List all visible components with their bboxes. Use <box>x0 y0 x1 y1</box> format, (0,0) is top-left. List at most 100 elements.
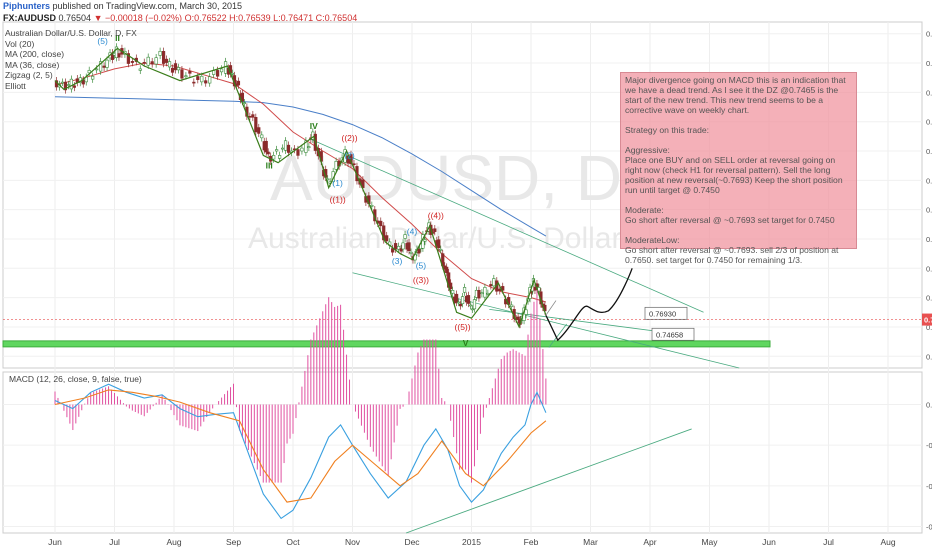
candle-body <box>91 75 95 80</box>
x-tick-label: 2015 <box>462 537 481 547</box>
signal-line[interactable] <box>54 389 547 503</box>
candle-body <box>60 81 65 84</box>
candle-body <box>278 155 282 159</box>
elliott-wave-label: (1) <box>332 178 343 188</box>
elliott-wave-label: ((3)) <box>413 275 429 285</box>
candle-body <box>216 70 220 77</box>
ma200-line[interactable] <box>54 96 547 237</box>
candle-body <box>409 251 413 254</box>
level-box-lower[interactable] <box>651 327 695 341</box>
candle-body <box>346 155 350 164</box>
candle-body <box>455 293 459 303</box>
candle-body <box>492 278 496 287</box>
x-tick-label: Sep <box>226 537 241 547</box>
macd-pane-frame <box>2 371 923 534</box>
divergence-trendline[interactable] <box>405 428 692 534</box>
candle-body <box>230 73 235 75</box>
candle-body <box>401 242 405 250</box>
candle-body <box>251 114 255 118</box>
candle-body <box>296 149 300 156</box>
elliott-wave-label: IV <box>310 121 318 131</box>
candle-body <box>208 76 212 84</box>
x-tick-label: May <box>701 537 718 547</box>
x-tick-label: Mar <box>583 537 598 547</box>
published-text: published on TradingView.com, March 30, … <box>52 1 242 11</box>
x-tick-label: Feb <box>524 537 539 547</box>
candle-body <box>283 140 288 151</box>
x-tick-label: Dec <box>404 537 420 547</box>
ohlc-values: O:0.76522 H:0.76539 L:0.76471 C:0.76504 <box>184 13 358 23</box>
note-paragraph: ModerateLow: Go short after reversal @ ~… <box>625 235 839 265</box>
level-box-upper[interactable] <box>644 306 688 320</box>
candle-body <box>99 61 103 72</box>
elliott-wave-label: V <box>463 338 469 348</box>
elliott-wave-label: (5) <box>416 260 427 270</box>
note-paragraph: Strategy on this trade: <box>625 125 710 135</box>
symbol-label[interactable]: FX:AUDUSD <box>3 13 56 23</box>
candle-body <box>439 248 443 251</box>
brand-link[interactable]: Piphunters <box>3 1 51 11</box>
candle-body <box>204 80 208 84</box>
candle-body <box>161 51 166 64</box>
legend-item-zigzag[interactable]: Zigzag (2, 5) <box>5 70 53 80</box>
macd-legend-label: MACD (12, 26, close, 9, false, true) <box>9 374 142 384</box>
candle-body <box>154 57 158 65</box>
elliott-wave-label: (3) <box>392 256 403 266</box>
candle-body <box>63 81 68 91</box>
legend-item-elliott[interactable]: Elliott <box>5 80 26 91</box>
trend-channel-line[interactable] <box>548 323 568 348</box>
elliott-wave-label: ((4)) <box>428 210 444 220</box>
candle-body <box>102 65 106 68</box>
x-tick-label: Nov <box>345 537 361 547</box>
candle-body <box>397 246 401 250</box>
candle-body <box>200 75 204 83</box>
trend-channel-line[interactable] <box>310 138 704 313</box>
candle-body <box>236 80 241 86</box>
candle-body <box>470 308 475 311</box>
zigzag-line[interactable] <box>54 47 547 329</box>
elliott-wave-label: (4) <box>407 227 418 237</box>
demand-zone[interactable] <box>2 340 771 348</box>
candle-body <box>286 144 291 153</box>
candle-body <box>180 69 184 79</box>
candle-body <box>407 242 411 252</box>
x-tick-label: Apr <box>643 537 656 547</box>
ma36-line[interactable] <box>54 62 547 303</box>
candle-body <box>437 239 441 249</box>
candle-body <box>417 248 421 254</box>
candle-body <box>188 71 192 74</box>
candle-body <box>260 134 264 139</box>
legend-item-vol[interactable]: Vol (20) <box>5 38 35 49</box>
candle-body <box>272 155 276 160</box>
candle-body <box>264 140 268 153</box>
y-tick-label: 0.74000 <box>926 352 932 361</box>
candle-body <box>105 59 109 68</box>
candle-body <box>280 147 285 150</box>
candle-body <box>423 239 427 242</box>
candle-body <box>126 53 130 64</box>
symbol-line: FX:AUDUSD 0.76504 ▼ −0.00018 (−0.02%) O:… <box>3 13 357 23</box>
candle-body <box>275 149 279 152</box>
elliott-wave-label: ((5)) <box>455 322 471 332</box>
candle-body <box>445 266 449 274</box>
trend-channel-line[interactable] <box>489 308 680 335</box>
legend-item-ma36[interactable]: MA (36, close) <box>5 59 60 70</box>
y-tick-label: 0.86000 <box>926 176 932 185</box>
legend-item-ma200[interactable]: MA (200, close) <box>5 49 65 59</box>
reversal-arrow <box>545 300 557 316</box>
candle-body <box>524 309 528 315</box>
y-tick-label: 0.94000 <box>926 59 932 68</box>
trend-channel-line[interactable] <box>352 272 740 369</box>
level-label-upper: 0.76930 <box>649 309 676 318</box>
candle-body <box>150 61 154 65</box>
candle-body <box>242 102 247 104</box>
strategy-note[interactable]: Major divergence going on MACD this is a… <box>620 72 857 265</box>
legend-title: Australian Dollar/U.S. Dollar, D, FX <box>5 28 137 38</box>
candle-body <box>361 179 365 188</box>
candle-body <box>483 287 487 298</box>
candle-body <box>489 284 493 287</box>
projection-path[interactable] <box>545 268 633 342</box>
candle-body <box>117 53 121 58</box>
